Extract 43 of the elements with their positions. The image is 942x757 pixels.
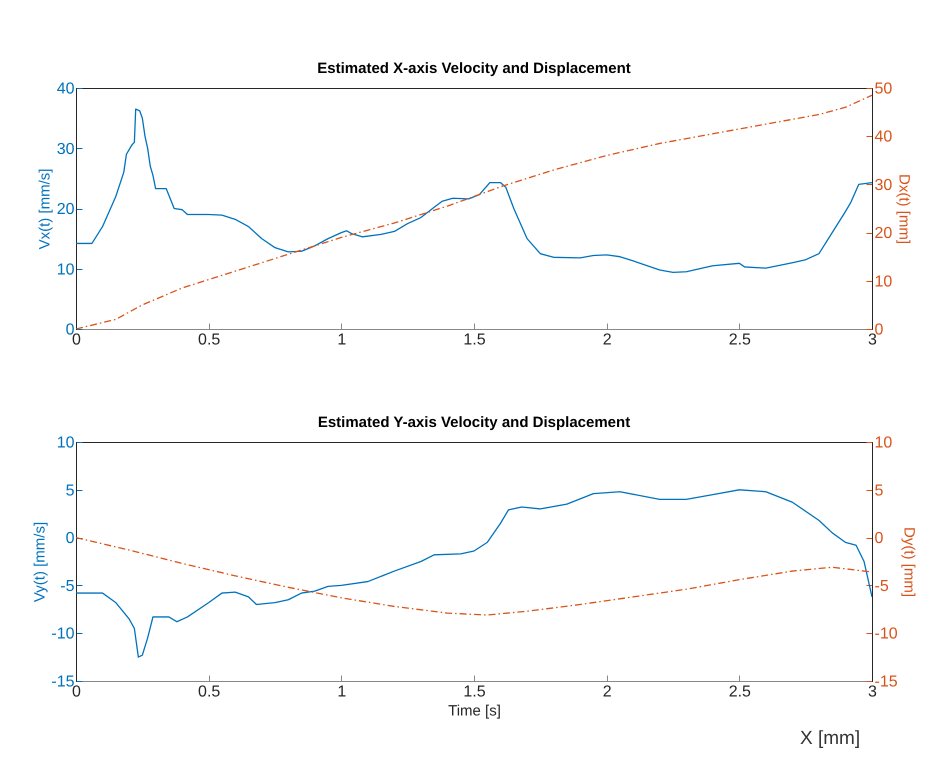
y2-axis-title: Dy(t) [mm] — [900, 527, 918, 597]
chart-title: Estimated X-axis Velocity and Displacement — [317, 60, 631, 77]
x-tick-label: 1.5 — [463, 684, 486, 700]
y2-tick-label: -15 — [874, 674, 898, 690]
y2-tick-label: 10 — [874, 273, 892, 290]
y2-tick-label: -5 — [874, 578, 889, 595]
x-tick-label: 2.5 — [728, 332, 752, 348]
chart-title: Estimated Y-axis Velocity and Displacement — [318, 414, 630, 431]
x-axis-title: Time [s] — [448, 702, 501, 720]
y2-tick-label: -10 — [874, 626, 898, 643]
y2-tick-label: 30 — [874, 176, 892, 194]
y2-tick-label: 40 — [874, 128, 892, 146]
y-tick-label: -10 — [51, 626, 75, 643]
y-tick-label: 20 — [56, 201, 75, 218]
y2-tick-label: 5 — [874, 482, 884, 500]
line-series — [76, 489, 872, 658]
y-tick-label: 10 — [56, 261, 75, 278]
y2-tick-label: 10 — [874, 434, 892, 452]
x-tick-label: 2 — [602, 684, 612, 700]
x-tick-label: 1.5 — [463, 332, 486, 348]
y-tick-label: 30 — [56, 140, 75, 158]
y2-tick-label: 0 — [874, 530, 884, 548]
text: X [mm] — [800, 728, 860, 750]
y-axis-title: Vy(t) [mm/s] — [31, 522, 48, 602]
x-tick-label: 0.5 — [198, 332, 220, 348]
y-tick-label: -5 — [60, 578, 75, 595]
y-tick-label: 10 — [56, 434, 75, 452]
x-tick-label: 2 — [602, 332, 612, 348]
y2-axis-title: Dx(t) [mm] — [895, 174, 912, 244]
x-tick-label: 0.5 — [198, 684, 220, 700]
y-tick-label: 0 — [66, 530, 75, 548]
line-series — [76, 536, 872, 616]
line-series — [76, 108, 872, 274]
y-tick-label: 5 — [66, 482, 75, 500]
y-axis-title: Vx(t) [mm/s] — [36, 168, 54, 250]
x-tick-label: 2.5 — [728, 684, 752, 700]
line-series — [76, 94, 872, 329]
x-tick-label: 3 — [868, 684, 878, 700]
x-tick-label: 1 — [337, 684, 346, 700]
y2-tick-label: 50 — [874, 80, 892, 98]
y-tick-label: 40 — [56, 80, 75, 98]
x-tick-label: 1 — [337, 332, 346, 348]
y2-tick-label: 20 — [874, 225, 892, 242]
